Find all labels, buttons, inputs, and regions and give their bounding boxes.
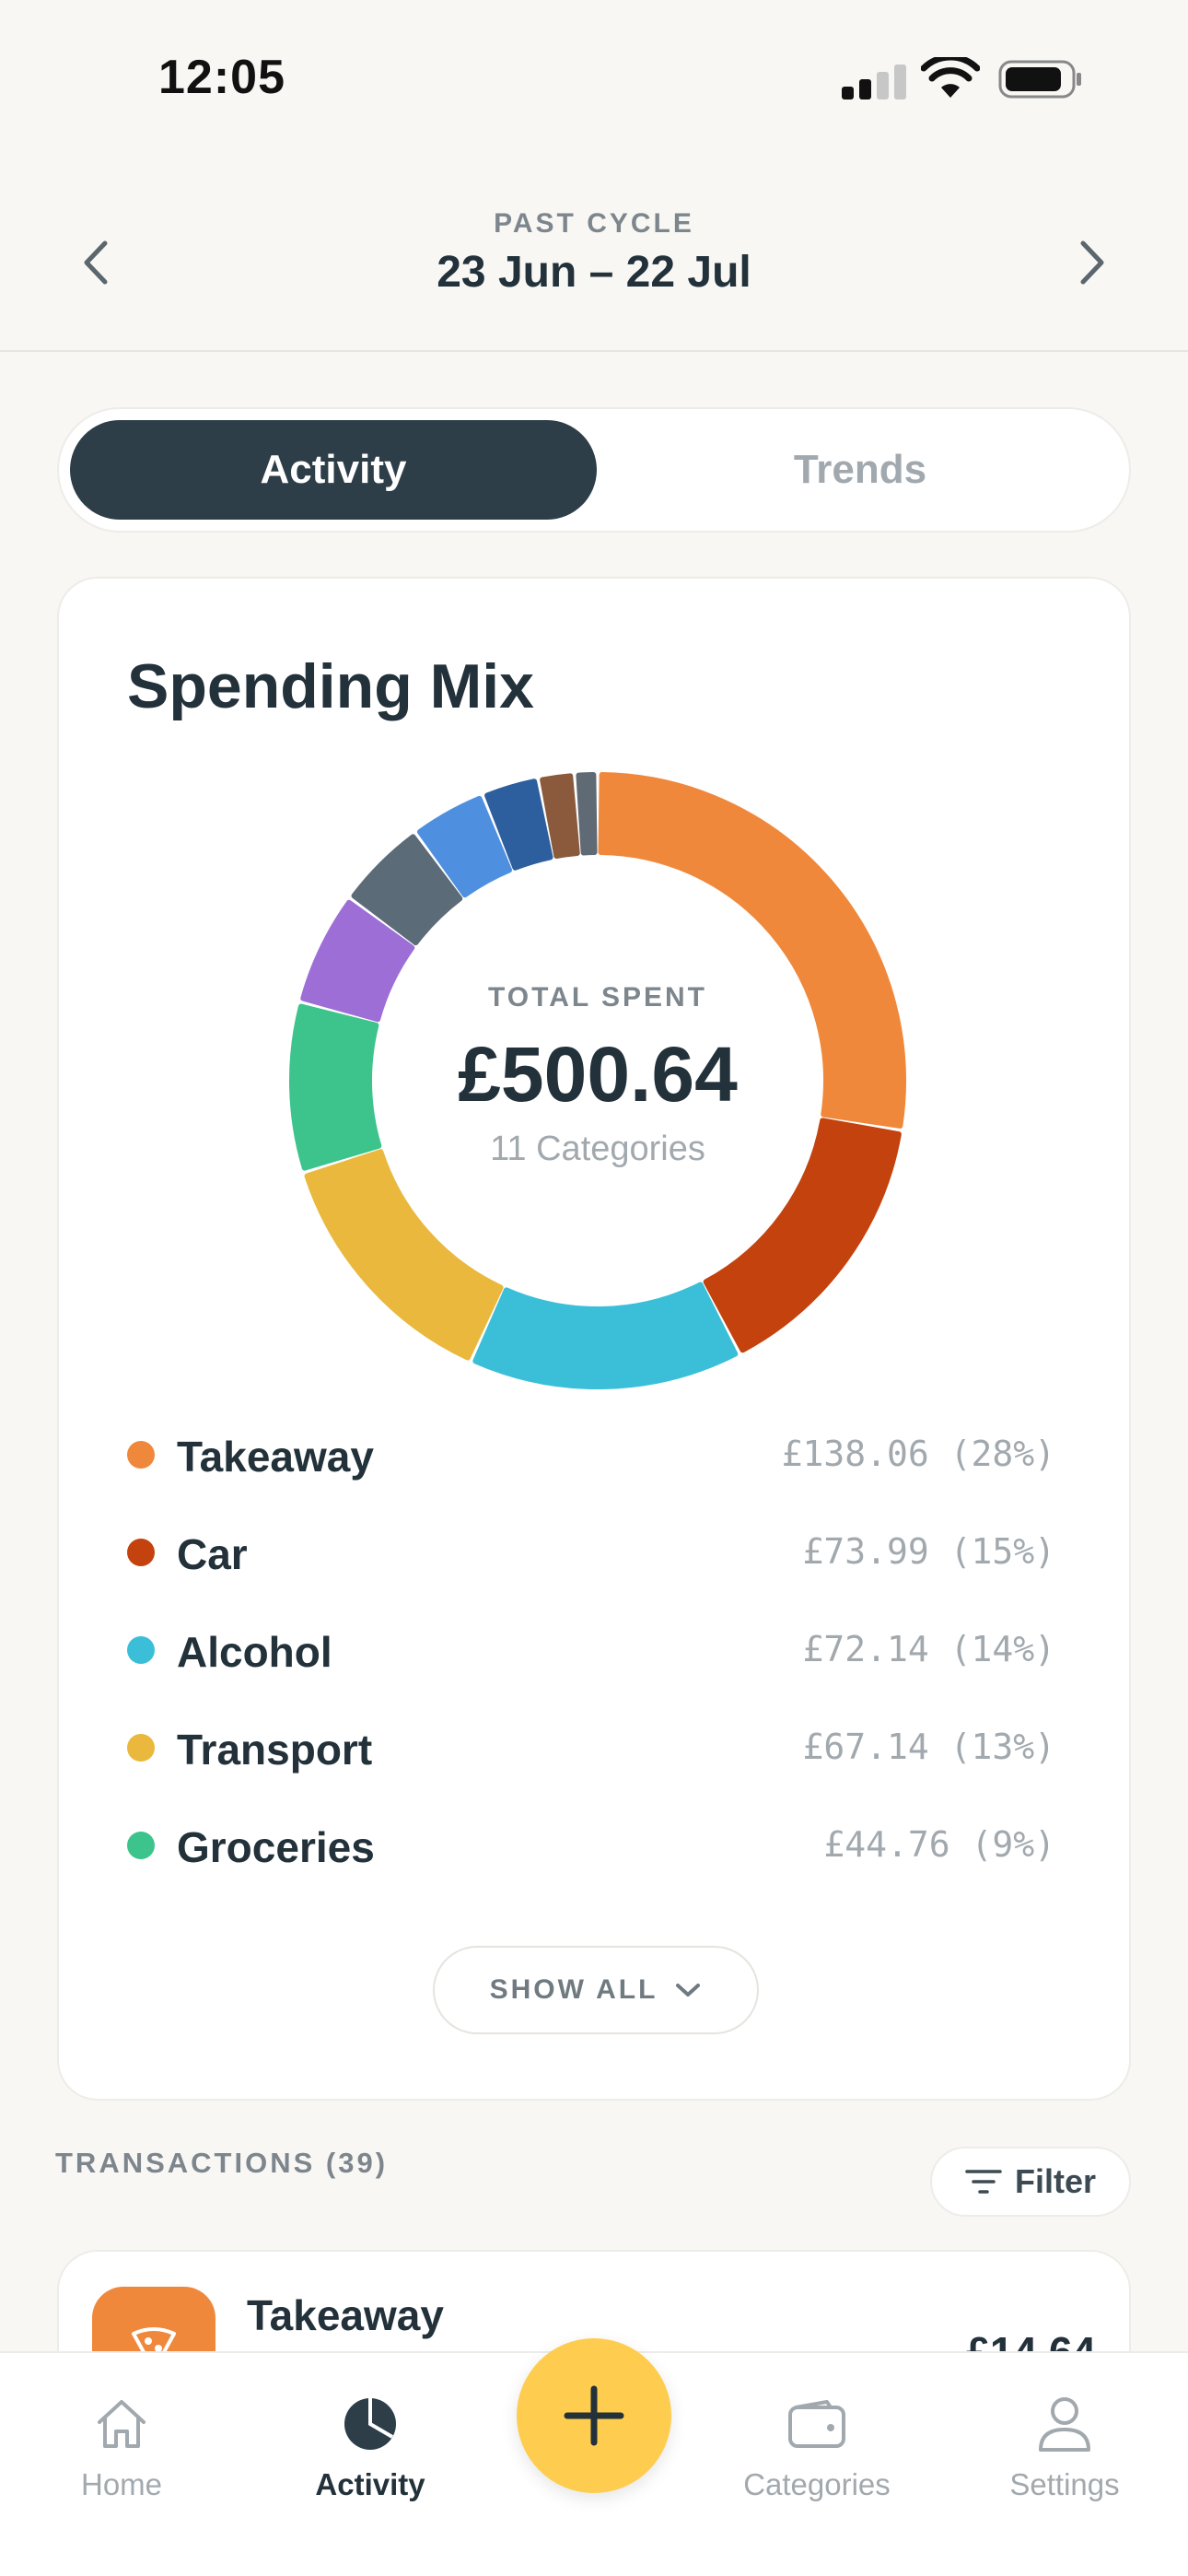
- donut-slice-1[interactable]: [598, 772, 906, 1129]
- legend-row-takeaway[interactable]: Takeaway £138.06 (28%): [127, 1417, 1122, 1515]
- legend-category-value: £67.14 (13%): [802, 1727, 1055, 1767]
- legend-dot: [127, 1441, 155, 1469]
- transactions-header: TRANSACTIONS (39): [55, 2147, 389, 2179]
- card-title: Spending Mix: [127, 651, 534, 721]
- legend-category-value: £73.99 (15%): [802, 1531, 1055, 1572]
- legend-dot: [127, 1539, 155, 1566]
- tab-trends-view[interactable]: Trends: [793, 447, 927, 492]
- wifi-icon: [921, 57, 980, 98]
- legend-category-value: £72.14 (14%): [802, 1629, 1055, 1669]
- view-toggle: Activity Trends: [57, 407, 1131, 533]
- legend-category-name: Car: [177, 1530, 248, 1578]
- legend-dot: [127, 1734, 155, 1762]
- status-time: 12:05: [158, 51, 285, 104]
- legend-dot: [127, 1636, 155, 1664]
- next-cycle-button[interactable]: [1059, 230, 1124, 295]
- user-icon: [1039, 2397, 1090, 2452]
- tab-activity-view[interactable]: Activity: [70, 420, 597, 520]
- legend-category-value: £44.76 (9%): [823, 1824, 1055, 1865]
- spending-donut-chart: [289, 772, 906, 1389]
- category-legend: Takeaway £138.06 (28%) Car £73.99 (15%) …: [127, 1417, 1122, 1905]
- spending-mix-card: Spending Mix TOTAL SPENT £500.64 11 Cate…: [57, 577, 1131, 2101]
- donut-slice-10[interactable]: [540, 773, 580, 860]
- show-all-label: SHOW ALL: [489, 1974, 658, 2005]
- legend-row-alcohol[interactable]: Alcohol £72.14 (14%): [127, 1612, 1122, 1710]
- donut-slice-6[interactable]: [300, 899, 415, 1023]
- cycle-header: PAST CYCLE 23 Jun – 22 Jul: [0, 184, 1188, 350]
- filter-button[interactable]: Filter: [930, 2147, 1131, 2217]
- plus-icon: [564, 2385, 624, 2446]
- legend-row-car[interactable]: Car £73.99 (15%): [127, 1515, 1122, 1612]
- home-icon: [98, 2400, 146, 2448]
- donut-slice-9[interactable]: [484, 779, 553, 871]
- cycle-label: PAST CYCLE: [494, 208, 694, 239]
- chevron-down-icon: [676, 1984, 701, 1996]
- tab-settings[interactable]: Settings: [963, 2392, 1166, 2512]
- legend-dot: [127, 1832, 155, 1859]
- legend-category-name: Alcohol: [177, 1628, 332, 1676]
- header-divider: [0, 350, 1188, 352]
- chevron-left-icon: [84, 240, 108, 285]
- tab-categories-label: Categories: [743, 2467, 891, 2501]
- transaction-name: Takeaway: [247, 2291, 444, 2339]
- legend-row-transport[interactable]: Transport £67.14 (13%): [127, 1710, 1122, 1808]
- legend-category-name: Groceries: [177, 1823, 375, 1871]
- donut-slice-2[interactable]: [703, 1118, 902, 1353]
- donut-slice-5[interactable]: [289, 1003, 382, 1171]
- tab-categories[interactable]: Categories: [716, 2392, 918, 2512]
- battery-icon: [998, 60, 1081, 99]
- previous-cycle-button[interactable]: [64, 230, 129, 295]
- legend-category-name: Takeaway: [177, 1433, 374, 1481]
- wallet-icon: [788, 2400, 845, 2448]
- donut-slice-8[interactable]: [416, 795, 513, 898]
- filter-label: Filter: [1014, 2162, 1096, 2200]
- tab-activity[interactable]: Activity: [269, 2392, 472, 2512]
- tab-home-label: Home: [80, 2467, 163, 2501]
- donut-slice-3[interactable]: [472, 1282, 739, 1389]
- pie-chart-icon: [344, 2398, 396, 2450]
- legend-category-value: £138.06 (28%): [781, 1434, 1055, 1474]
- tab-home[interactable]: Home: [20, 2392, 223, 2512]
- donut-slice-4[interactable]: [304, 1149, 504, 1361]
- filter-icon: [965, 2170, 1002, 2194]
- donut-slice-11[interactable]: [576, 772, 598, 856]
- show-all-button[interactable]: SHOW ALL: [433, 1946, 759, 2034]
- legend-category-name: Transport: [177, 1726, 373, 1774]
- tab-settings-label: Settings: [1009, 2467, 1120, 2501]
- chevron-right-icon: [1080, 240, 1104, 285]
- status-bar: 12:05: [0, 0, 1188, 157]
- legend-row-groceries[interactable]: Groceries £44.76 (9%): [127, 1808, 1122, 1905]
- cycle-date-range: 23 Jun – 22 Jul: [437, 248, 751, 297]
- cellular-signal-icon: [842, 63, 906, 100]
- tab-activity-label: Activity: [315, 2467, 425, 2501]
- add-transaction-button[interactable]: [517, 2338, 671, 2493]
- donut-slice-7[interactable]: [351, 834, 463, 946]
